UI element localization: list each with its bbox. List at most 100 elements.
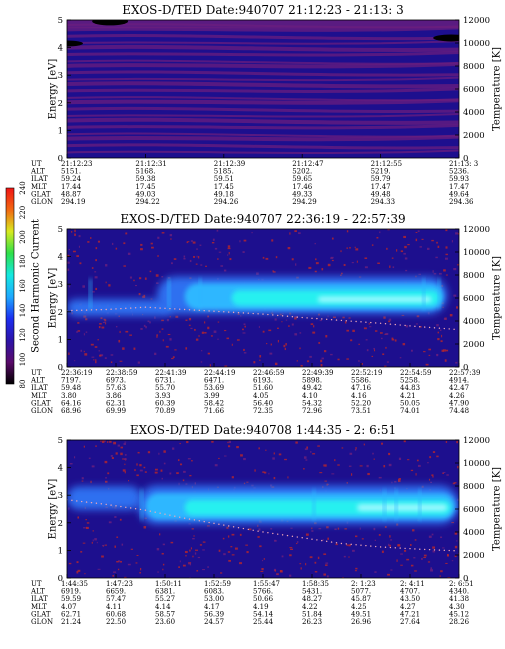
orbit-cell: 22:38:59 bbox=[106, 369, 137, 377]
orbit-row-label: UT bbox=[31, 580, 42, 588]
orbit-cell: 5151. bbox=[61, 168, 81, 176]
temperature-point bbox=[120, 505, 122, 508]
colorbar-tick-label: 80 bbox=[19, 380, 27, 389]
panel-title: EXOS-D/TED Date:940708 1:44:35 - 2: 6:51 bbox=[130, 423, 396, 437]
temperature-point bbox=[242, 312, 245, 314]
orbit-cell: 5258. bbox=[400, 377, 420, 385]
emission-band bbox=[357, 504, 448, 512]
orbit-cell: 2: 6:51 bbox=[449, 580, 474, 588]
temperature-point bbox=[414, 548, 416, 550]
orbit-cell: 4.26 bbox=[449, 392, 465, 400]
y2-tick-label: 2000 bbox=[463, 551, 485, 561]
colorbar-tick-label: 120 bbox=[19, 328, 27, 341]
y-tick-label: 2 bbox=[58, 308, 63, 318]
y2-tick-label: 4000 bbox=[463, 108, 485, 118]
temperature-point bbox=[384, 323, 387, 325]
temperature-point bbox=[125, 506, 127, 508]
temperature-point bbox=[272, 314, 274, 316]
orbit-cell: 2: 4:11 bbox=[400, 580, 425, 588]
colorbar-tick-label: 100 bbox=[19, 353, 27, 366]
temperature-point bbox=[409, 325, 411, 327]
orbit-cell: 59.24 bbox=[61, 175, 82, 183]
panel-title: EXOS-D/TED Date:940707 22:36:19 - 22:57:… bbox=[120, 212, 405, 226]
temperature-point bbox=[433, 549, 436, 551]
orbit-cell: 57.63 bbox=[106, 384, 126, 392]
temperature-point bbox=[394, 323, 396, 326]
temperature-point bbox=[316, 539, 318, 541]
orbit-cell: 21:12:47 bbox=[292, 160, 323, 168]
spectrogram-panel: EXOS-D/TED Date:940707 22:36:19 - 22:57:… bbox=[30, 212, 503, 415]
orbit-cell: 21:12:55 bbox=[371, 160, 402, 168]
orbit-cell: 56.39 bbox=[204, 610, 224, 618]
y-tick-label: 3 bbox=[58, 280, 63, 290]
orbit-cell: 4.27 bbox=[400, 603, 416, 611]
temperature-point bbox=[267, 532, 269, 534]
orbit-cell: 23.60 bbox=[155, 618, 175, 626]
orbit-cell: 68.96 bbox=[61, 407, 82, 415]
orbit-cell: 21:12:23 bbox=[61, 160, 92, 168]
temperature-point bbox=[404, 324, 406, 327]
y-tick-label: 1 bbox=[58, 335, 63, 345]
orbit-table: UTALTILATMLTGLATGLON21:12:235151.59.2417… bbox=[30, 160, 478, 206]
temperature-point bbox=[134, 508, 137, 510]
y-tick-label: 0 bbox=[58, 154, 63, 164]
orbit-cell: 51.84 bbox=[302, 610, 323, 618]
orbit-cell: 45.12 bbox=[449, 610, 469, 618]
temperature-point bbox=[232, 311, 235, 314]
colorbar-tick-label: 140 bbox=[19, 304, 27, 317]
orbit-row-label: MLT bbox=[31, 603, 47, 611]
orbit-cell: 74.01 bbox=[400, 407, 420, 415]
temperature-point bbox=[134, 307, 137, 309]
orbit-cell: 25.44 bbox=[253, 618, 274, 626]
y2-axis-label: Temperature [K] bbox=[492, 467, 503, 551]
orbit-row-label: ALT bbox=[30, 377, 45, 385]
emission-band bbox=[317, 296, 432, 303]
temperature-point bbox=[281, 315, 284, 317]
temperature-point bbox=[105, 308, 107, 311]
temperature-point bbox=[399, 324, 401, 326]
temperature-point bbox=[360, 321, 362, 323]
orbit-cell: 4707. bbox=[400, 588, 420, 596]
temperature-point bbox=[330, 541, 333, 543]
y-axis-label: Energy [eV] bbox=[48, 59, 59, 120]
orbit-row-label: GLAT bbox=[31, 190, 51, 198]
orbit-cell: 56.40 bbox=[253, 399, 273, 407]
y2-axis-label: Temperature [K] bbox=[492, 256, 503, 340]
orbit-cell: 6973. bbox=[106, 377, 126, 385]
orbit-cell: 44.83 bbox=[400, 384, 420, 392]
orbit-cell: 59.65 bbox=[292, 175, 312, 183]
orbit-cell: 71.66 bbox=[204, 407, 225, 415]
temperature-point bbox=[223, 524, 225, 526]
y2-tick-label: 8000 bbox=[463, 271, 485, 281]
temperature-point bbox=[375, 545, 377, 548]
spectrogram-image bbox=[67, 229, 459, 367]
y2-tick-label: 10000 bbox=[463, 248, 490, 258]
orbit-cell: 294.33 bbox=[371, 198, 396, 206]
orbit-cell: 294.26 bbox=[214, 198, 239, 206]
temperature-point bbox=[311, 538, 313, 540]
orbit-cell: 4.07 bbox=[61, 603, 77, 611]
temperature-point bbox=[326, 540, 328, 543]
orbit-cell: 1:50:11 bbox=[155, 580, 182, 588]
temperature-point bbox=[365, 544, 367, 547]
temperature-point bbox=[262, 313, 264, 315]
orbit-cell: 52.20 bbox=[351, 399, 371, 407]
panel-title: EXOS-D/TED Date:940707 21:12:23 - 21:13:… bbox=[122, 3, 404, 17]
temperature-point bbox=[218, 523, 220, 525]
orbit-row-label: ALT bbox=[30, 168, 45, 176]
temperature-point bbox=[90, 501, 93, 504]
orbit-cell: 5077. bbox=[351, 588, 371, 596]
orbit-cell: 4.19 bbox=[253, 603, 269, 611]
orbit-row-label: MLT bbox=[31, 183, 47, 191]
temperature-point bbox=[306, 317, 308, 319]
temperature-point bbox=[448, 549, 450, 552]
temperature-point bbox=[237, 311, 240, 314]
temperature-point bbox=[159, 307, 161, 309]
orbit-cell: 50.05 bbox=[400, 399, 420, 407]
temperature-point bbox=[296, 536, 298, 538]
orbit-cell: 22:36:19 bbox=[61, 369, 92, 377]
orbit-cell: 5898. bbox=[302, 377, 322, 385]
orbit-row-label: GLON bbox=[31, 198, 53, 206]
y2-tick-label: 6000 bbox=[463, 505, 485, 515]
temperature-point bbox=[76, 500, 78, 502]
